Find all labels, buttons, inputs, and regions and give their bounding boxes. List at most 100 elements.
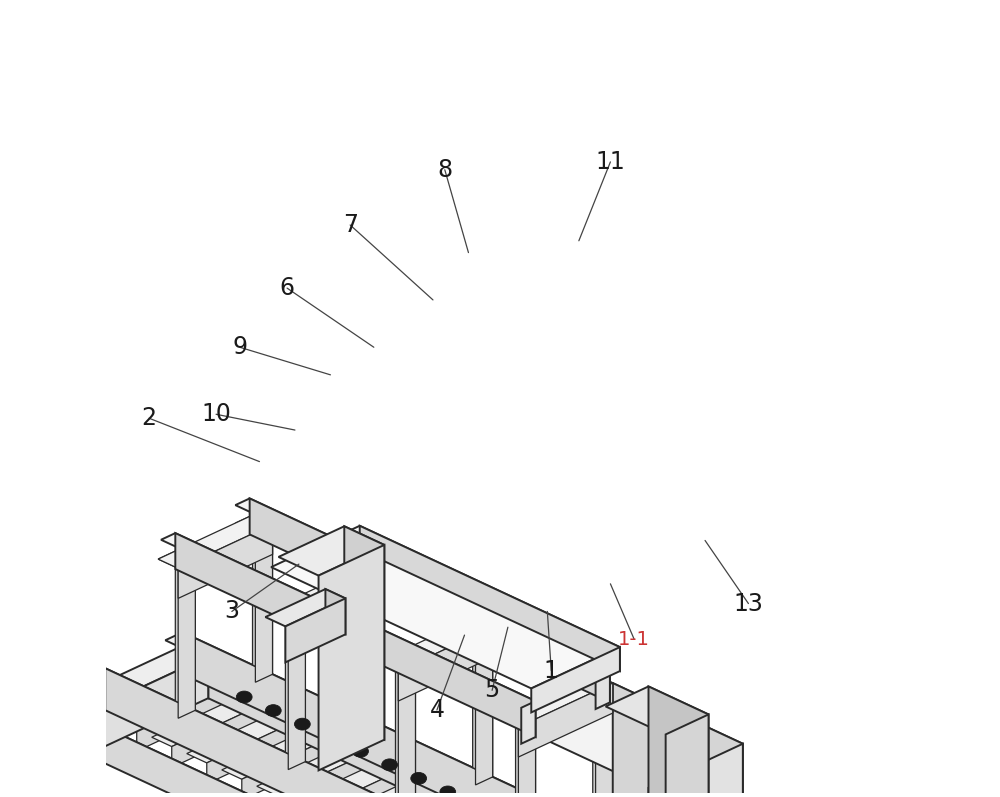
Ellipse shape (324, 732, 339, 744)
Polygon shape (255, 524, 273, 682)
Polygon shape (357, 740, 377, 770)
Polygon shape (137, 684, 237, 752)
Polygon shape (345, 567, 383, 583)
Polygon shape (325, 589, 345, 634)
Text: 1-1: 1-1 (618, 630, 650, 649)
Polygon shape (279, 526, 384, 575)
Polygon shape (187, 707, 307, 763)
Polygon shape (158, 551, 195, 568)
Polygon shape (596, 666, 610, 709)
Polygon shape (363, 567, 383, 725)
Polygon shape (531, 647, 620, 713)
Polygon shape (288, 575, 383, 650)
Polygon shape (87, 719, 647, 797)
Polygon shape (593, 673, 613, 713)
Polygon shape (257, 740, 377, 795)
Ellipse shape (382, 759, 397, 771)
Polygon shape (250, 498, 610, 702)
Polygon shape (498, 710, 536, 727)
Text: 6: 6 (280, 276, 295, 300)
Polygon shape (456, 618, 493, 635)
Polygon shape (265, 589, 345, 626)
Polygon shape (277, 749, 377, 797)
Polygon shape (498, 673, 613, 727)
Polygon shape (392, 756, 412, 786)
Polygon shape (312, 765, 412, 797)
Polygon shape (88, 668, 666, 797)
Text: 13: 13 (733, 591, 763, 615)
Ellipse shape (265, 705, 281, 717)
Polygon shape (292, 756, 412, 797)
Ellipse shape (411, 772, 427, 784)
Polygon shape (378, 618, 493, 671)
Polygon shape (516, 710, 536, 797)
Polygon shape (473, 618, 493, 657)
Polygon shape (593, 673, 613, 797)
Polygon shape (175, 533, 536, 737)
Polygon shape (158, 515, 273, 568)
Polygon shape (207, 717, 307, 784)
Polygon shape (222, 723, 342, 779)
Polygon shape (521, 701, 536, 744)
Text: 7: 7 (343, 213, 358, 237)
Polygon shape (398, 627, 493, 701)
Polygon shape (178, 560, 195, 718)
Polygon shape (362, 788, 482, 797)
Polygon shape (165, 632, 743, 797)
Polygon shape (327, 772, 447, 797)
Text: 1: 1 (544, 658, 559, 682)
Ellipse shape (353, 745, 368, 757)
Polygon shape (576, 673, 613, 691)
Polygon shape (271, 526, 620, 689)
Polygon shape (152, 690, 272, 747)
Text: 11: 11 (596, 150, 625, 174)
Polygon shape (462, 788, 482, 797)
Polygon shape (360, 526, 620, 671)
Polygon shape (666, 714, 709, 797)
Polygon shape (606, 686, 709, 735)
Text: 9: 9 (232, 336, 247, 359)
Polygon shape (41, 645, 208, 723)
Polygon shape (596, 683, 613, 797)
Polygon shape (365, 575, 383, 733)
Polygon shape (235, 498, 610, 673)
Polygon shape (395, 654, 415, 797)
Polygon shape (476, 627, 493, 785)
Polygon shape (344, 526, 384, 740)
Polygon shape (268, 603, 305, 620)
Polygon shape (518, 683, 743, 787)
Polygon shape (285, 603, 305, 762)
Polygon shape (175, 551, 195, 710)
Polygon shape (319, 545, 384, 771)
Text: 8: 8 (437, 158, 452, 182)
Polygon shape (518, 719, 536, 797)
Polygon shape (235, 515, 273, 532)
Polygon shape (105, 668, 666, 797)
Polygon shape (473, 618, 493, 777)
Polygon shape (252, 690, 272, 720)
Polygon shape (268, 567, 383, 620)
Polygon shape (363, 567, 383, 606)
Polygon shape (518, 683, 613, 757)
Polygon shape (347, 782, 447, 797)
Ellipse shape (440, 786, 456, 797)
Polygon shape (161, 533, 536, 708)
Polygon shape (208, 662, 769, 797)
Polygon shape (648, 744, 743, 797)
Polygon shape (172, 700, 272, 768)
Polygon shape (184, 645, 208, 698)
Ellipse shape (236, 691, 252, 703)
Polygon shape (182, 632, 743, 797)
Polygon shape (242, 732, 342, 797)
Polygon shape (648, 686, 709, 797)
Text: 3: 3 (224, 599, 239, 623)
Text: 10: 10 (201, 402, 231, 426)
Polygon shape (253, 515, 273, 555)
Polygon shape (427, 772, 447, 797)
Polygon shape (178, 524, 273, 599)
Polygon shape (253, 515, 273, 674)
Polygon shape (117, 674, 237, 730)
Polygon shape (322, 723, 342, 753)
Polygon shape (65, 656, 208, 765)
Polygon shape (288, 612, 305, 770)
